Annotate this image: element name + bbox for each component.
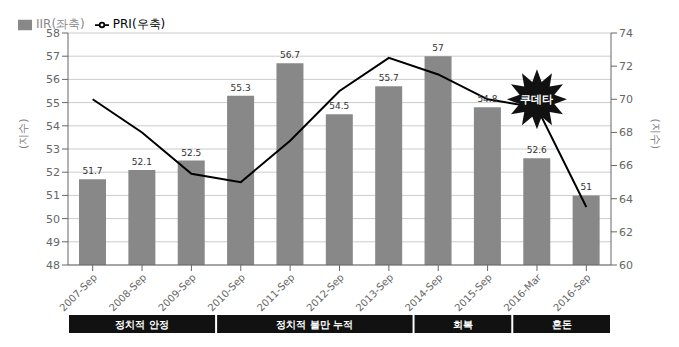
svg-text:55.7: 55.7 xyxy=(379,73,399,83)
svg-text:64: 64 xyxy=(619,193,633,206)
svg-text:54.5: 54.5 xyxy=(329,101,349,111)
svg-text:2010-Sep: 2010-Sep xyxy=(206,272,248,314)
svg-text:57: 57 xyxy=(432,43,443,53)
svg-text:2012-Sep: 2012-Sep xyxy=(304,272,346,314)
svg-text:56.7: 56.7 xyxy=(280,50,300,60)
svg-text:66: 66 xyxy=(619,159,633,172)
svg-text:62: 62 xyxy=(619,226,633,239)
svg-text:74: 74 xyxy=(619,27,633,40)
svg-text:68: 68 xyxy=(619,126,633,139)
svg-text:53: 53 xyxy=(46,143,60,156)
svg-text:51: 51 xyxy=(46,189,60,202)
svg-text:2016-Mar: 2016-Mar xyxy=(502,271,544,313)
svg-text:정치적 안정: 정치적 안정 xyxy=(115,319,168,330)
svg-text:혼돈: 혼돈 xyxy=(552,319,572,330)
svg-text:50: 50 xyxy=(46,213,60,226)
svg-text:정치적 불만 누적: 정치적 불만 누적 xyxy=(276,319,353,330)
svg-text:58: 58 xyxy=(46,27,60,40)
svg-text:52.5: 52.5 xyxy=(181,148,201,158)
svg-text:2008-Sep: 2008-Sep xyxy=(107,272,149,314)
svg-text:60: 60 xyxy=(619,259,633,272)
svg-text:55: 55 xyxy=(46,97,60,110)
svg-text:52: 52 xyxy=(46,166,60,179)
svg-text:(지수): (지수) xyxy=(17,118,30,149)
svg-text:52.6: 52.6 xyxy=(527,145,547,155)
svg-text:49: 49 xyxy=(46,236,60,249)
svg-text:51: 51 xyxy=(580,182,591,192)
svg-text:2014-Sep: 2014-Sep xyxy=(403,272,445,314)
svg-text:2011-Sep: 2011-Sep xyxy=(255,272,297,314)
svg-text:52.1: 52.1 xyxy=(132,157,152,167)
svg-text:54.8: 54.8 xyxy=(477,94,497,104)
svg-text:쿠데타: 쿠데타 xyxy=(520,93,553,106)
svg-text:(지수): (지수) xyxy=(649,118,662,149)
svg-text:2015-Sep: 2015-Sep xyxy=(452,272,494,314)
svg-text:57: 57 xyxy=(46,50,60,63)
svg-text:70: 70 xyxy=(619,93,633,106)
svg-text:72: 72 xyxy=(619,60,633,73)
svg-text:2013-Sep: 2013-Sep xyxy=(354,272,396,314)
svg-text:2016-Sep: 2016-Sep xyxy=(551,272,593,314)
svg-text:48: 48 xyxy=(46,259,60,272)
svg-text:2007-Sep: 2007-Sep xyxy=(57,272,99,314)
svg-text:2009-Sep: 2009-Sep xyxy=(156,272,198,314)
svg-text:55.3: 55.3 xyxy=(231,83,251,93)
svg-text:54: 54 xyxy=(46,120,60,133)
svg-text:51.7: 51.7 xyxy=(82,166,102,176)
svg-text:56: 56 xyxy=(46,73,60,86)
svg-text:회복: 회복 xyxy=(453,319,473,330)
